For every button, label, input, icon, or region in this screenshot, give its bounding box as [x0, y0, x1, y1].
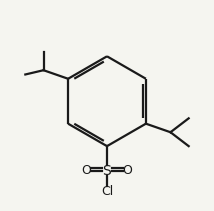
Text: S: S [103, 164, 111, 178]
Text: O: O [122, 164, 132, 177]
Text: O: O [82, 164, 92, 177]
Text: Cl: Cl [101, 185, 113, 197]
